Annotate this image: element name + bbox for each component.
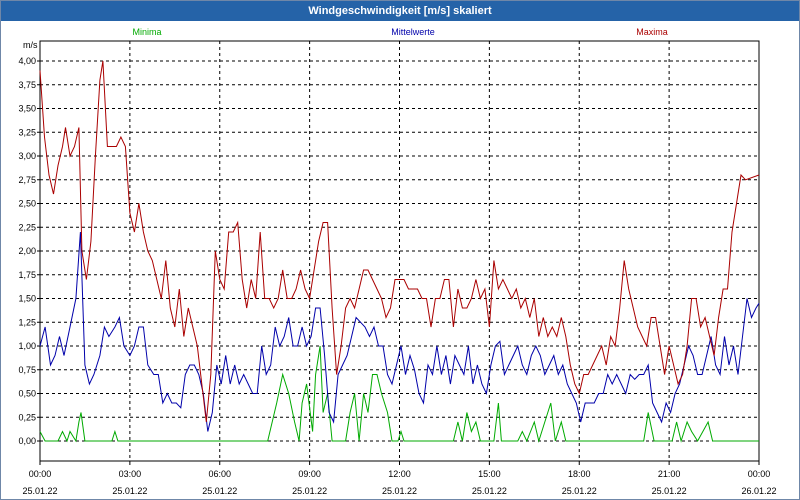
x-tick-time-label: 00:00 [748, 469, 771, 479]
y-tick-label: 1,50 [18, 294, 36, 304]
x-tick-date-label: 25.01.22 [382, 486, 417, 496]
y-tick-label: 4,00 [18, 56, 36, 66]
y-tick-label: 1,25 [18, 317, 36, 327]
x-tick-date-label: 26.01.22 [741, 486, 776, 496]
y-tick-label: 1,75 [18, 270, 36, 280]
y-tick-label: 3,50 [18, 104, 36, 114]
x-tick-time-label: 15:00 [478, 469, 501, 479]
y-tick-label: 0,50 [18, 389, 36, 399]
series-line-maxima [39, 60, 760, 423]
x-tick-time-label: 21:00 [658, 469, 681, 479]
y-tick-label: 0,00 [18, 436, 36, 446]
x-tick-date-label: 25.01.22 [292, 486, 327, 496]
x-tick-time-label: 09:00 [298, 469, 321, 479]
legend: Minima Mittelwerte Maxima [132, 27, 667, 37]
x-tick-time-label: 18:00 [568, 469, 591, 479]
y-axis-ticks: 0,00 0,25 0,50 0,75 1,00 1,25 1,50 1,75 2,00 2,25… [18, 56, 40, 446]
x-tick-date-label: 25.01.22 [112, 486, 147, 496]
series-line-minima [39, 345, 759, 443]
grid-lines [40, 41, 759, 461]
y-tick-label: 0,75 [18, 365, 36, 375]
x-tick-date-label: 25.01.22 [562, 486, 597, 496]
y-axis-unit-label: m/s [23, 40, 38, 50]
legend-entry-mittelwerte: Mittelwerte [391, 27, 435, 37]
y-tick-label: 3,00 [18, 151, 36, 161]
x-axis-ticks: 00:00 25.01.22 03:00 25.01.22 06:00 25.01.22 0… [22, 461, 777, 496]
legend-entry-minima: Minima [132, 27, 161, 37]
legend-entry-maxima: Maxima [636, 27, 668, 37]
y-tick-label: 2,50 [18, 199, 36, 209]
x-tick-date-label: 25.01.22 [652, 486, 687, 496]
y-tick-label: 3,25 [18, 127, 36, 137]
y-tick-label: 1,00 [18, 341, 36, 351]
y-tick-label: 2,25 [18, 222, 36, 232]
x-tick-date-label: 25.01.22 [472, 486, 507, 496]
x-tick-time-label: 06:00 [208, 469, 231, 479]
x-tick-time-label: 12:00 [388, 469, 411, 479]
x-tick-time-label: 00:00 [29, 469, 52, 479]
y-tick-label: 2,00 [18, 246, 36, 256]
x-tick-time-label: 03:00 [119, 469, 142, 479]
x-tick-date-label: 25.01.22 [22, 486, 57, 496]
series-lines [39, 60, 760, 443]
y-tick-label: 3,75 [18, 80, 36, 90]
y-tick-label: 0,25 [18, 412, 36, 422]
x-tick-date-label: 25.01.22 [202, 486, 237, 496]
y-tick-label: 2,75 [18, 175, 36, 185]
series-line-mittelwerte [39, 231, 760, 432]
chart-title: Windgeschwindigkeit [m/s] skaliert [1, 1, 799, 21]
wind-speed-chart: 0,00 0,25 0,50 0,75 1,00 1,25 1,50 1,75 2,00 2,25… [18, 27, 777, 496]
